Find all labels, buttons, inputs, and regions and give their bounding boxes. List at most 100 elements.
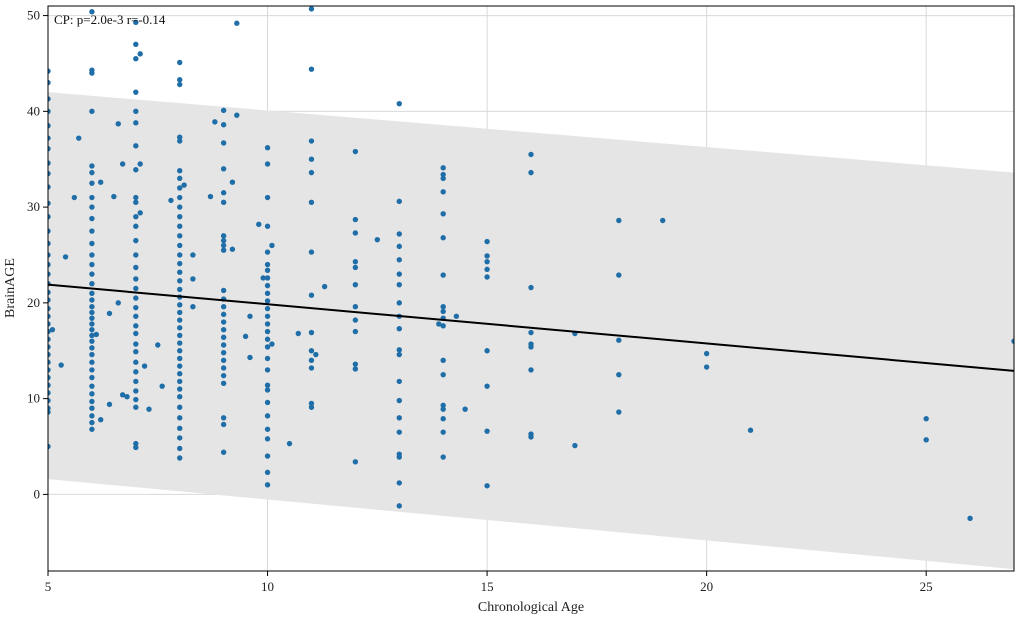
data-point bbox=[352, 366, 359, 372]
data-point bbox=[440, 454, 446, 460]
data-point bbox=[48, 359, 51, 365]
data-point bbox=[133, 167, 139, 173]
data-point bbox=[220, 190, 227, 196]
data-point bbox=[747, 427, 754, 433]
data-point bbox=[48, 96, 51, 102]
data-point bbox=[133, 388, 139, 394]
data-point bbox=[308, 6, 315, 12]
x-tick-label: 10 bbox=[261, 579, 274, 594]
data-point bbox=[48, 336, 51, 342]
data-point bbox=[528, 367, 534, 373]
data-point bbox=[396, 378, 402, 385]
data-point bbox=[177, 415, 183, 421]
data-point bbox=[133, 304, 139, 311]
data-point bbox=[321, 283, 328, 290]
data-point bbox=[89, 228, 95, 234]
data-point bbox=[242, 333, 249, 340]
data-point bbox=[264, 282, 271, 289]
plot-frame bbox=[47, 5, 1015, 572]
data-point bbox=[177, 260, 183, 267]
data-point bbox=[48, 170, 51, 177]
data-point bbox=[308, 348, 315, 354]
data-point bbox=[352, 281, 359, 288]
data-point bbox=[229, 246, 236, 252]
data-point bbox=[48, 79, 51, 86]
data-point bbox=[528, 169, 534, 176]
data-point bbox=[177, 278, 183, 284]
x-axis-label: Chronological Age bbox=[478, 600, 584, 615]
x-tick-label: 5 bbox=[45, 579, 52, 594]
data-point bbox=[89, 359, 95, 365]
data-point bbox=[177, 309, 183, 316]
data-point bbox=[89, 108, 95, 115]
data-point bbox=[396, 257, 402, 263]
data-point bbox=[133, 223, 139, 229]
data-point bbox=[436, 321, 442, 327]
data-point bbox=[264, 298, 271, 304]
data-point bbox=[352, 230, 359, 236]
data-point bbox=[177, 213, 183, 220]
data-point bbox=[177, 371, 183, 377]
data-point bbox=[484, 258, 490, 265]
data-point bbox=[220, 357, 227, 364]
data-point bbox=[177, 340, 183, 346]
data-point bbox=[177, 194, 183, 201]
data-point bbox=[396, 415, 402, 421]
data-point bbox=[133, 194, 139, 201]
data-point bbox=[616, 272, 622, 278]
data-point bbox=[62, 254, 69, 260]
data-point bbox=[133, 440, 139, 447]
data-point bbox=[89, 9, 95, 15]
data-point bbox=[396, 351, 402, 358]
data-point bbox=[264, 290, 271, 296]
data-point bbox=[616, 337, 622, 343]
data-point bbox=[220, 365, 227, 371]
data-point bbox=[48, 261, 51, 268]
data-point bbox=[220, 107, 227, 114]
data-point bbox=[308, 199, 315, 206]
data-point bbox=[48, 108, 51, 115]
data-point bbox=[115, 300, 121, 306]
data-point bbox=[124, 394, 130, 400]
data-point bbox=[440, 406, 446, 412]
data-point bbox=[396, 397, 402, 404]
data-point bbox=[484, 274, 490, 280]
data-point bbox=[48, 367, 51, 373]
data-point bbox=[396, 271, 402, 277]
data-point bbox=[177, 81, 183, 88]
y-axis-label: BrainAGE bbox=[3, 258, 18, 318]
data-point bbox=[220, 349, 227, 356]
data-point bbox=[177, 175, 183, 182]
data-point bbox=[89, 383, 95, 389]
data-point bbox=[97, 416, 104, 423]
data-point bbox=[220, 342, 227, 348]
data-point bbox=[220, 415, 227, 421]
data-point bbox=[106, 401, 113, 408]
data-point bbox=[181, 182, 187, 188]
data-point bbox=[440, 235, 446, 241]
data-point bbox=[177, 185, 183, 191]
data-point bbox=[396, 454, 402, 460]
data-point bbox=[440, 175, 446, 182]
data-point bbox=[269, 242, 275, 249]
data-point bbox=[177, 445, 183, 452]
data-point bbox=[660, 217, 666, 224]
data-point bbox=[97, 179, 104, 185]
data-point bbox=[264, 194, 271, 201]
data-point bbox=[923, 437, 929, 443]
data-point bbox=[48, 213, 51, 220]
data-point bbox=[264, 399, 271, 406]
data-point bbox=[572, 442, 578, 449]
data-point bbox=[48, 145, 51, 152]
data-point bbox=[89, 332, 95, 339]
data-point bbox=[119, 392, 126, 398]
data-point bbox=[89, 345, 95, 351]
data-point bbox=[48, 289, 51, 296]
data-point bbox=[177, 355, 183, 362]
data-point bbox=[220, 449, 227, 455]
data-point bbox=[141, 363, 148, 369]
data-point bbox=[352, 459, 359, 465]
data-point bbox=[48, 184, 51, 190]
data-point bbox=[220, 233, 227, 239]
